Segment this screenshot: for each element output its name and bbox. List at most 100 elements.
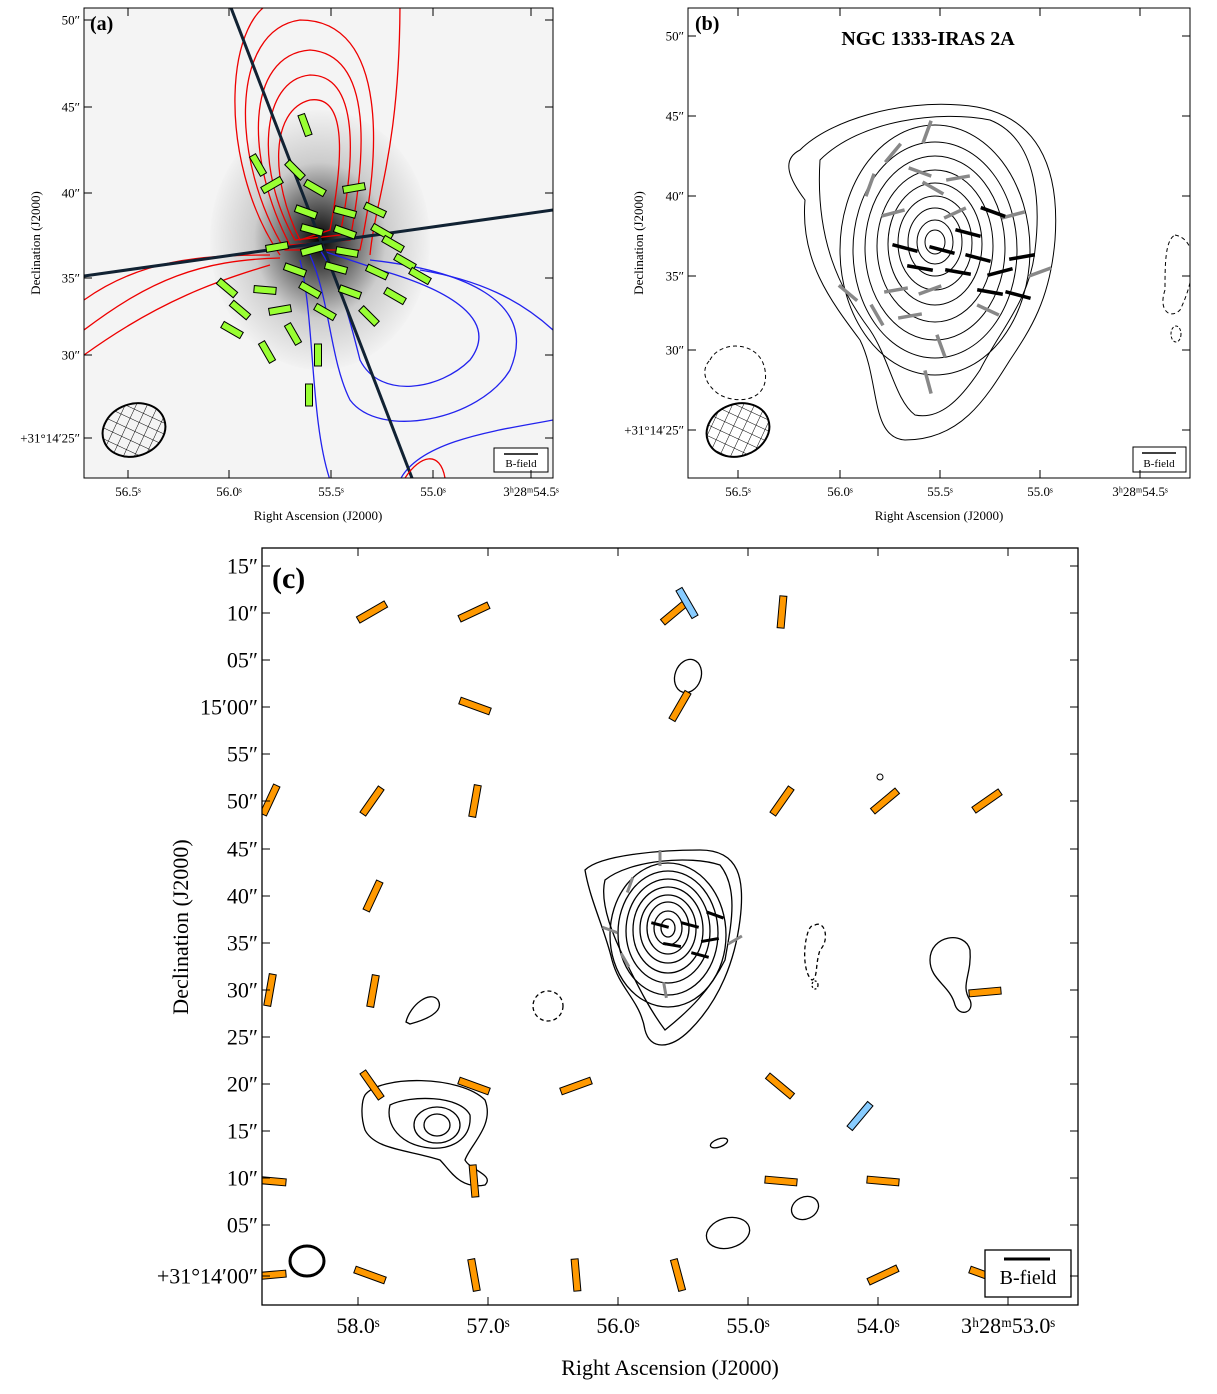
polarization-vector xyxy=(571,1259,581,1291)
y-tick-label: 30″ xyxy=(227,978,258,1003)
polarization-vector xyxy=(468,1259,480,1292)
y-tick-label: +31°14′25″ xyxy=(624,423,684,438)
polarization-vector xyxy=(469,785,481,818)
panel-c-image xyxy=(254,587,1002,1291)
y-tick-label: 45″ xyxy=(666,109,684,124)
y-tick-label: 15″ xyxy=(227,554,258,579)
polarization-vector xyxy=(1005,290,1031,300)
beam xyxy=(290,1246,324,1276)
y-tick-label: 35″ xyxy=(62,271,80,286)
polarization-vector xyxy=(315,344,322,366)
polarization-vector xyxy=(306,384,313,406)
polarization-vector xyxy=(777,596,787,628)
y-tick-label: 10″ xyxy=(227,1166,258,1191)
polarization-vector xyxy=(458,602,490,622)
x-tick-label: 57.0ˢ xyxy=(466,1313,510,1338)
x-tick-label: 55.0ˢ xyxy=(420,484,446,499)
polarization-vector xyxy=(765,1073,794,1099)
y-tick-label: 20″ xyxy=(227,1072,258,1097)
polarization-vector xyxy=(354,1266,386,1284)
polarization-vector xyxy=(980,206,1006,218)
y-tick-label: 25″ xyxy=(227,1025,258,1050)
polarization-vector xyxy=(923,370,933,394)
polarization-vector xyxy=(1009,253,1035,261)
polarization-vector xyxy=(977,288,1003,296)
y-tick-label: 45″ xyxy=(227,837,258,862)
y-tick-label: 40″ xyxy=(666,189,684,204)
polarization-vector xyxy=(867,1265,899,1285)
polarization-vector xyxy=(669,690,691,721)
y-tick-label: 45″ xyxy=(62,100,80,115)
x-axis-label: Right Ascension (J2000) xyxy=(875,508,1004,523)
polarization-vector xyxy=(976,303,999,316)
y-tick-label: 30″ xyxy=(666,343,684,358)
y-tick-label: 40″ xyxy=(227,884,258,909)
x-axis-label: Right Ascension (J2000) xyxy=(561,1355,779,1380)
x-tick-label: 56.5ˢ xyxy=(115,484,141,499)
polarization-vector xyxy=(870,788,899,814)
page: 56.5ˢ 56.0ˢ 55.5ˢ 55.0ˢ 3ʰ28ᵐ54.5ˢ 50″ 45″ 40″ 3… xyxy=(0,0,1217,1394)
y-tick-label: 15′00″ xyxy=(200,695,258,720)
polarization-vector xyxy=(663,942,681,948)
panel-label: (c) xyxy=(272,562,305,595)
y-tick-label: 15″ xyxy=(227,1119,258,1144)
x-tick-label: 56.0ˢ xyxy=(827,484,853,499)
x-tick-label: 55.5ˢ xyxy=(318,484,344,499)
panel-c-frame xyxy=(262,548,1078,1305)
polarization-vector xyxy=(946,174,970,182)
contours xyxy=(362,656,971,1254)
x-axis-label: Right Ascension (J2000) xyxy=(254,508,383,523)
polarization-vector xyxy=(659,850,662,866)
polarization-vector xyxy=(360,786,384,816)
x-tick-label: 3ʰ28ᵐ54.5ˢ xyxy=(503,484,559,499)
polarization-vector xyxy=(254,286,277,295)
polarization-vector xyxy=(670,1259,685,1292)
polarization-vector xyxy=(847,1101,873,1130)
polarization-vector xyxy=(955,228,981,238)
polarization-vector xyxy=(363,880,383,912)
polarization-vector xyxy=(459,697,491,715)
polarization-vector xyxy=(770,786,794,816)
legend-label: B-field xyxy=(1000,1267,1057,1289)
polarization-vector xyxy=(884,286,908,294)
figure: 56.5ˢ 56.0ˢ 55.5ˢ 55.0ˢ 3ʰ28ᵐ54.5ˢ 50″ 45″ 40″ 3… xyxy=(0,0,1217,1389)
x-tick-label: 58.0ˢ xyxy=(336,1313,380,1338)
polarization-vector xyxy=(869,304,884,327)
polarization-vector xyxy=(662,982,668,998)
polarization-vector xyxy=(867,1176,899,1186)
polarization-vector xyxy=(892,243,918,253)
panel-b-frame xyxy=(688,8,1190,478)
legend-label: B-field xyxy=(1143,458,1175,470)
y-tick-label: 35″ xyxy=(227,931,258,956)
panel-label: (b) xyxy=(695,13,719,35)
x-tick-label: 3ʰ28ᵐ54.5ˢ xyxy=(1112,484,1168,499)
polarization-vector xyxy=(921,120,932,144)
polarization-vector xyxy=(676,587,698,618)
y-tick-label: +31°14′25″ xyxy=(20,431,80,446)
y-tick-label: 10″ xyxy=(227,601,258,626)
y-tick-label: 50″ xyxy=(62,13,80,28)
legend-label: B-field xyxy=(505,458,537,470)
polarization-vector xyxy=(765,1176,797,1186)
y-tick-label: 30″ xyxy=(62,348,80,363)
polarization-vector xyxy=(935,334,946,358)
beam xyxy=(699,395,777,466)
x-tick-label: 54.0ˢ xyxy=(856,1313,900,1338)
x-tick-label: 56.0ˢ xyxy=(216,484,242,499)
panel-label: (a) xyxy=(90,13,113,35)
polarization-vector xyxy=(864,173,875,197)
panel-title: NGC 1333-IRAS 2A xyxy=(841,28,1015,50)
y-axis-label: Declination (J2000) xyxy=(28,191,43,295)
y-tick-label: 50″ xyxy=(666,29,684,44)
y-axis-label: Declination (J2000) xyxy=(631,191,646,295)
y-tick-label: 55″ xyxy=(227,742,258,767)
y-tick-label: 05″ xyxy=(227,648,258,673)
panel-b-image xyxy=(699,104,1192,465)
x-tick-label: 55.0ˢ xyxy=(1027,484,1053,499)
panel-a-image xyxy=(84,0,553,480)
y-tick-label: 40″ xyxy=(62,186,80,201)
polarization-vector xyxy=(560,1077,592,1095)
polarization-vector xyxy=(626,877,634,893)
polarization-vector xyxy=(969,987,1001,997)
polarization-vector xyxy=(356,601,387,623)
